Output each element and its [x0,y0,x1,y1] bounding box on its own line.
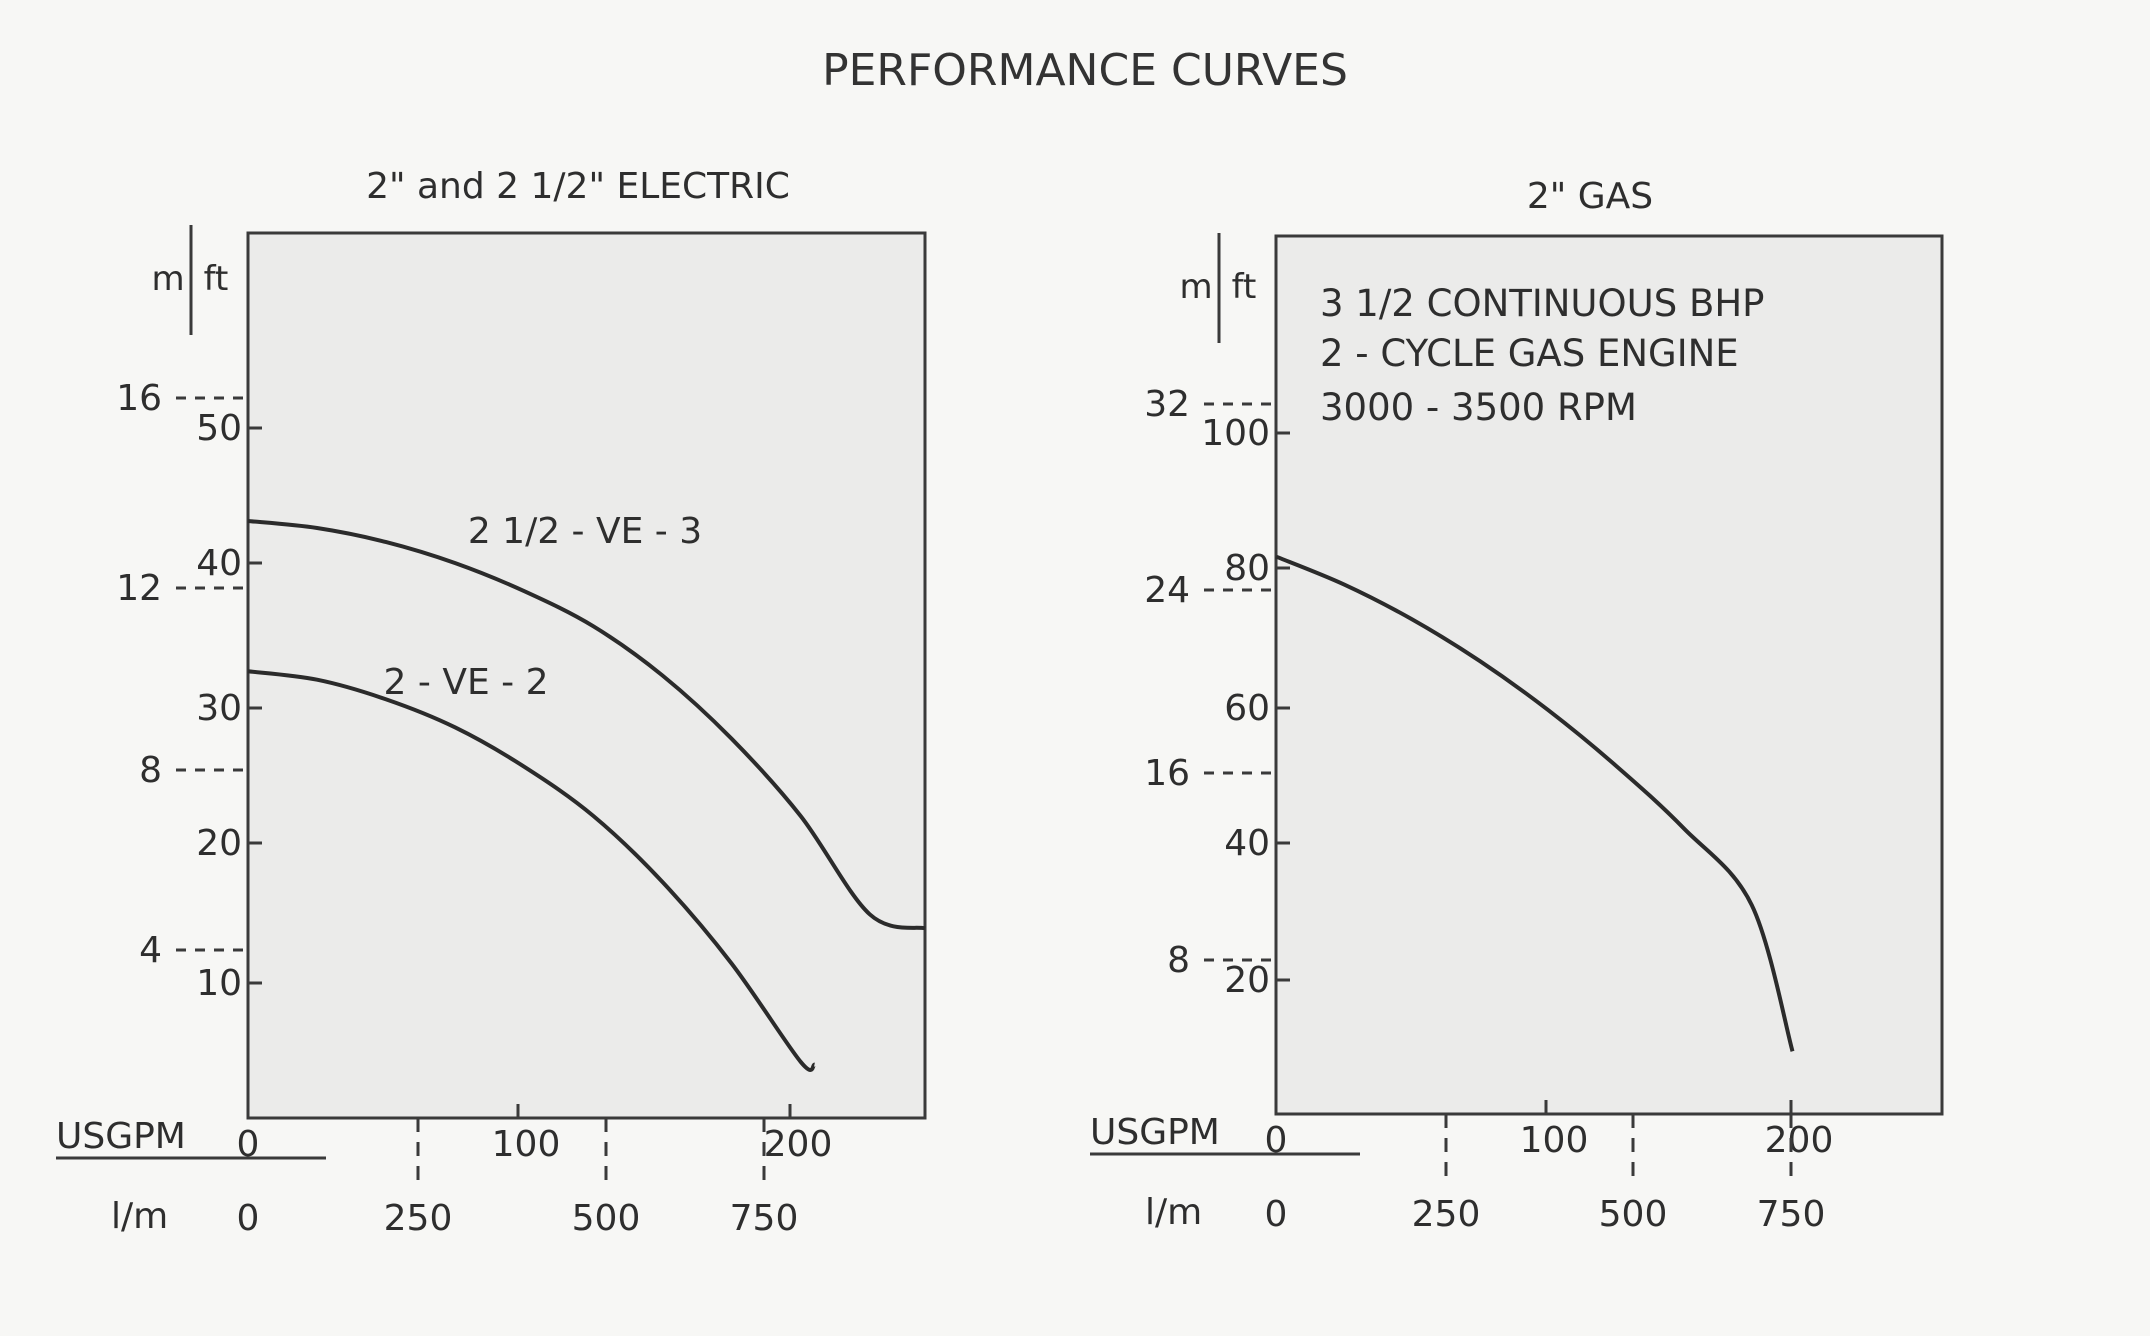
ft-tick-label: 30 [196,688,242,729]
ft-tick-label: 80 [1224,548,1270,589]
engine-annotation-line: 3000 - 3500 RPM [1320,386,1637,429]
series-line [1275,554,1795,1052]
ft-tick-label: 50 [196,408,242,449]
plot-area [1274,234,1944,1116]
m-tick-label: 16 [1144,753,1190,794]
usgpm-tick-label: 200 [1765,1120,1834,1161]
m-tick-label: 16 [116,378,162,419]
ft-unit-label: ft [204,259,229,299]
series-label: 2 - VE - 2 [384,662,549,703]
lpm-tick-label: 750 [1757,1194,1826,1235]
lpm-tick-label: 750 [730,1198,799,1239]
ft-tick-label: 40 [196,543,242,584]
engine-annotation-line: 2 - CYCLE GAS ENGINE [1320,332,1739,375]
lpm-axis-label: l/m [1145,1192,1202,1233]
series-line [247,669,817,1072]
m-unit-label: m [1179,267,1212,307]
lpm-tick-label: 500 [572,1198,641,1239]
ft-tick-label: 10 [196,963,242,1004]
usgpm-tick-label: 200 [764,1124,833,1165]
m-tick-label: 8 [1167,940,1190,981]
chart-title: 2" and 2 1/2" ELECTRIC [366,166,790,207]
lpm-tick-label: 250 [1412,1194,1481,1235]
lpm-tick-label: 250 [384,1198,453,1239]
m-tick-label: 24 [1144,570,1190,611]
lpm-tick-label: 0 [237,1198,260,1239]
m-tick-label: 32 [1144,384,1190,425]
usgpm-tick-label: 0 [1265,1120,1288,1161]
m-unit-label: m [151,259,184,299]
usgpm-axis-label: USGPM [56,1116,186,1157]
usgpm-tick-label: 100 [1520,1120,1589,1161]
chart-title: 2" GAS [1527,176,1653,217]
ft-tick-label: 20 [196,823,242,864]
figure-title: PERFORMANCE CURVES [822,45,1348,96]
series-label: 2 1/2 - VE - 3 [468,511,702,552]
usgpm-tick-label: 0 [237,1124,260,1165]
lpm-tick-label: 0 [1265,1194,1288,1235]
engine-annotation-line: 3 1/2 CONTINUOUS BHP [1320,282,1765,325]
series-line [247,518,926,931]
usgpm-tick-label: 100 [492,1124,561,1165]
usgpm-axis-label: USGPM [1090,1112,1220,1153]
electric-chart: 2" and 2 1/2" ELECTRIC m ft 10 20 30 40 50 4 8 12 1… [56,166,927,1239]
m-tick-label: 4 [139,930,162,971]
m-tick-label: 8 [139,750,162,791]
m-tick-label: 12 [116,568,162,609]
ft-tick-label: 100 [1201,413,1270,454]
ft-tick-label: 20 [1224,960,1270,1001]
ft-tick-label: 40 [1224,823,1270,864]
gas-chart: 2" GAS m ft 20 40 60 80 100 8 16 24 32 USGPM l/m 0 100 2… [1090,176,1944,1235]
plot-area [246,231,927,1120]
ft-tick-label: 60 [1224,688,1270,729]
lpm-axis-label: l/m [111,1196,168,1237]
lpm-tick-label: 500 [1599,1194,1668,1235]
ft-unit-label: ft [1232,267,1257,307]
